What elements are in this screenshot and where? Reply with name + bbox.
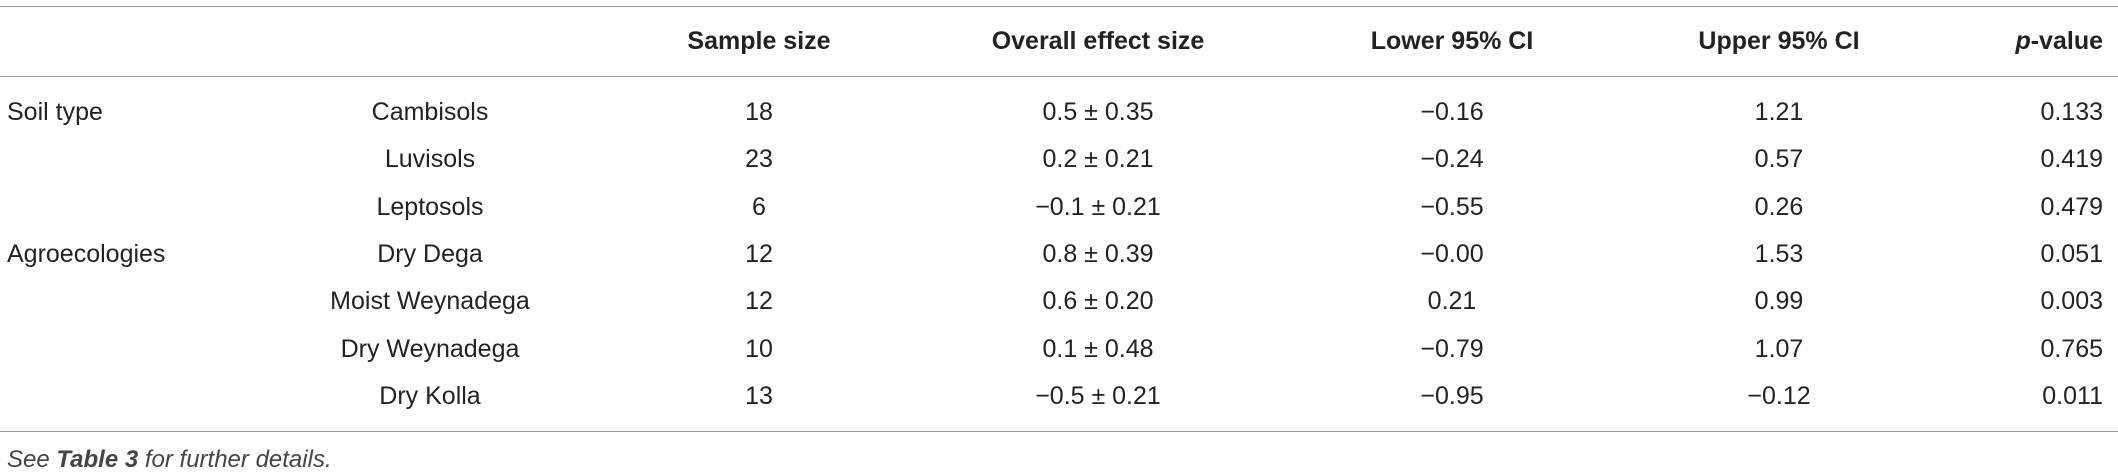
cell-value: −0.24 <box>1420 145 1484 174</box>
cell-value: 1.07 <box>1754 334 1804 363</box>
cell-value: −0.00 <box>1420 239 1484 268</box>
cell-value: 6 <box>752 192 766 221</box>
row-label: Moist Weynadega <box>330 287 530 316</box>
group-label: Agroecologies <box>7 239 166 268</box>
bottom-rule <box>0 431 2118 432</box>
cell-value: −0.55 <box>1420 192 1484 221</box>
cell-value: 0.011 <box>2042 381 2103 410</box>
cell-value: 0.99 <box>1754 287 1804 316</box>
cell-value: 0.5 ± 0.35 <box>1042 98 1154 126</box>
cell-value: 0.765 <box>2040 334 2103 363</box>
cell-value: 0.1 ± 0.48 <box>1042 334 1154 363</box>
row-label: Luvisols <box>384 145 476 174</box>
row-label: Dry Kolla <box>379 381 481 410</box>
cell-value: −0.95 <box>1420 381 1484 410</box>
header-text: -value <box>2030 27 2103 55</box>
cell-value: 0.26 <box>1754 192 1804 221</box>
column-header: Upper 95% CI <box>1698 27 1860 55</box>
footnote: See Table 3 for further details. <box>7 446 332 474</box>
cell-value: −0.79 <box>1420 334 1484 363</box>
top-rule <box>0 6 2118 7</box>
cell-value: 1.21 <box>1754 98 1804 126</box>
row-label: Dry Dega <box>377 239 483 268</box>
row-label: Leptosols <box>376 192 484 221</box>
cell-value: 13 <box>745 381 773 410</box>
column-header: p-value <box>2015 26 2103 56</box>
cell-value: 23 <box>745 145 773 174</box>
cell-value: 0.419 <box>2040 145 2103 174</box>
column-header: Sample size <box>687 27 831 55</box>
cell-value: −0.16 <box>1420 98 1484 126</box>
cell-value: 1.53 <box>1754 239 1804 268</box>
group-label: Soil type <box>7 98 103 126</box>
column-header: Overall effect size <box>991 27 1205 55</box>
cell-value: −0.12 <box>1747 381 1811 410</box>
cell-value: 10 <box>745 334 773 363</box>
cell-value: 0.6 ± 0.20 <box>1042 287 1154 316</box>
cell-value: 18 <box>745 98 773 126</box>
row-label: Cambisols <box>371 98 489 126</box>
cell-value: 0.2 ± 0.21 <box>1042 145 1154 174</box>
cell-value: 0.479 <box>2040 192 2103 221</box>
cell-value: 0.133 <box>2040 98 2103 126</box>
cell-value: 12 <box>745 287 773 316</box>
cell-value: 0.8 ± 0.39 <box>1042 239 1154 268</box>
cell-value: 0.21 <box>1427 287 1477 316</box>
cell-value: −0.1 ± 0.21 <box>1035 192 1161 221</box>
cell-value: 12 <box>745 239 773 268</box>
header-rule <box>0 76 2118 77</box>
footnote-text: See <box>7 446 57 473</box>
cell-value: 0.051 <box>2040 239 2103 268</box>
footnote-text: for further details. <box>138 446 332 473</box>
cell-value: −0.5 ± 0.21 <box>1035 381 1161 410</box>
footnote-ref: Table 3 <box>56 446 139 473</box>
cell-value: 0.57 <box>1754 145 1804 174</box>
row-label: Dry Weynadega <box>340 334 520 363</box>
column-header: Lower 95% CI <box>1370 27 1534 55</box>
cell-value: 0.003 <box>2040 287 2103 316</box>
header-italic: p <box>2015 27 2031 55</box>
